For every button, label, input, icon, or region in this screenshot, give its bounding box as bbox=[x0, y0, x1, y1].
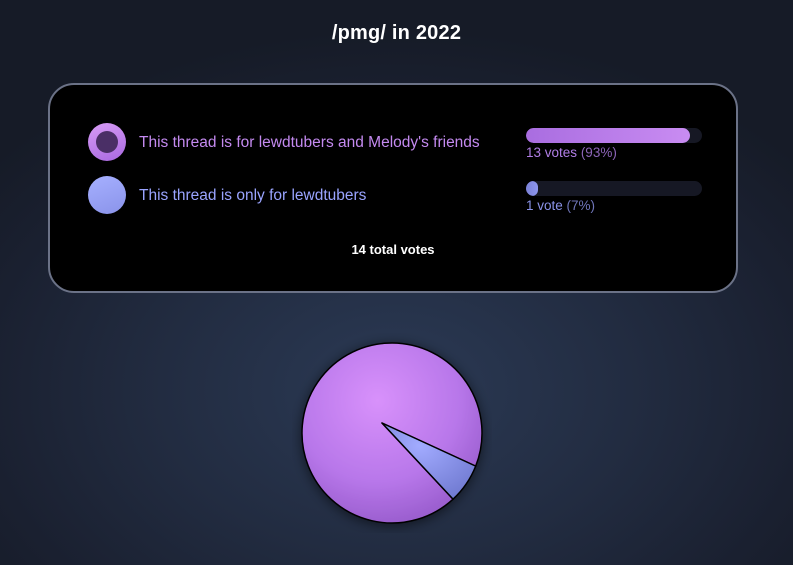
poll-option-2-label: This thread is only for lewdtubers bbox=[139, 187, 367, 204]
radio-selected-icon[interactable] bbox=[88, 123, 126, 161]
results-pie-chart bbox=[292, 333, 492, 533]
poll-option-1-bar bbox=[526, 128, 702, 143]
poll-option-2-votes: 1 vote (7%) bbox=[526, 198, 595, 213]
poll-card: This thread is for lewdtubers and Melody… bbox=[48, 83, 738, 293]
page-title: /pmg/ in 2022 bbox=[331, 22, 462, 44]
pie-slice-option-2 bbox=[381, 422, 477, 500]
poll-option-1-bar-fill bbox=[526, 128, 690, 143]
poll-option-2[interactable]: This thread is only for lewdtubers 1 vot… bbox=[50, 175, 736, 219]
poll-option-2-vote-count: 1 vote bbox=[526, 198, 563, 213]
pie-slice-option-1 bbox=[301, 342, 483, 524]
poll-option-1-label: This thread is for lewdtubers and Melody… bbox=[139, 134, 480, 151]
poll-option-1-vote-count: 13 votes bbox=[526, 145, 578, 160]
poll-option-2-percent: (7%) bbox=[566, 198, 596, 213]
poll-option-2-bar bbox=[526, 181, 702, 196]
total-votes: 14 total votes bbox=[351, 242, 435, 257]
pie-chart-svg bbox=[301, 342, 483, 524]
poll-option-1-percent: (93%) bbox=[580, 145, 617, 160]
radio-unselected-icon[interactable] bbox=[88, 176, 126, 214]
poll-option-1[interactable]: This thread is for lewdtubers and Melody… bbox=[50, 122, 736, 166]
radio-dot bbox=[96, 131, 118, 153]
poll-option-1-votes: 13 votes (93%) bbox=[526, 145, 617, 160]
poll-option-2-bar-fill bbox=[526, 181, 539, 196]
